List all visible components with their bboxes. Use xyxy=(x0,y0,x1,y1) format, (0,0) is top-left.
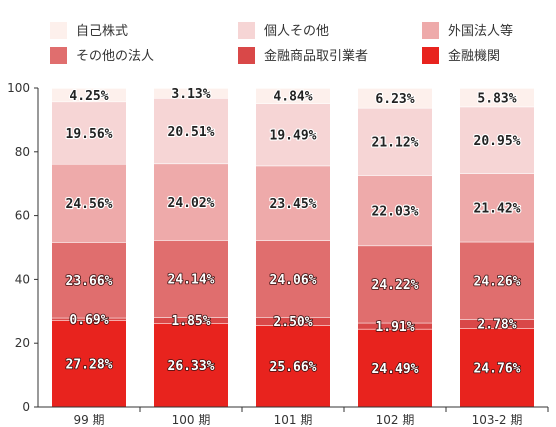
bar-segment xyxy=(460,88,534,107)
bar-segment xyxy=(358,107,432,176)
bar-segment xyxy=(256,240,330,318)
data-label: 0.69% xyxy=(69,313,108,328)
bar-segment xyxy=(460,241,534,320)
data-label: 6.23% xyxy=(375,92,414,107)
data-label: 3.13% xyxy=(171,87,210,102)
data-label: 1.85% xyxy=(171,314,210,329)
bar-segment xyxy=(358,245,432,323)
x-tick-label: 100 期 xyxy=(172,413,211,427)
data-label: 24.22% xyxy=(372,278,419,293)
bars-area xyxy=(52,87,534,407)
x-tick-label: 101 期 xyxy=(274,413,313,427)
x-tick-label: 102 期 xyxy=(376,413,415,427)
data-label: 24.26% xyxy=(474,274,521,289)
legend-label: その他の法人 xyxy=(76,49,154,64)
data-label: 21.12% xyxy=(372,136,419,151)
x-tick-label: 103-2 期 xyxy=(472,413,523,427)
data-label: 20.51% xyxy=(168,125,215,140)
bar-segment xyxy=(460,328,534,407)
bar-segment xyxy=(358,88,432,108)
bar-segment xyxy=(256,165,330,241)
bar-segment xyxy=(52,319,126,407)
data-label: 24.56% xyxy=(66,197,113,212)
data-label: 19.49% xyxy=(270,129,317,144)
bar-segment xyxy=(154,98,228,164)
data-label: 5.83% xyxy=(477,91,516,106)
legend-swatch xyxy=(50,22,67,39)
bar-segment xyxy=(154,240,228,318)
data-label: 24.06% xyxy=(270,273,317,288)
y-tick-label: 60 xyxy=(15,209,30,223)
data-label: 27.28% xyxy=(66,357,113,372)
data-label: 19.56% xyxy=(66,127,113,142)
y-tick-label: 0 xyxy=(22,400,30,414)
data-labels: 27.28% 0.69% 23.66% 24.56% 19.56% 4.25% 26.33%… xyxy=(64,86,521,378)
legend-label: 金融商品取引業者 xyxy=(264,48,368,64)
bar-segment xyxy=(460,319,534,329)
bar-segment xyxy=(52,101,126,164)
y-tick-label: 40 xyxy=(15,272,30,286)
data-label: 24.02% xyxy=(168,196,215,211)
x-tick-label: 99 期 xyxy=(73,413,104,427)
bar-segment xyxy=(52,163,126,243)
legend-label: 外国法人等 xyxy=(448,23,513,39)
bar-segment xyxy=(154,317,228,324)
data-label: 24.49% xyxy=(372,362,419,377)
legend-label: 個人その他 xyxy=(264,24,329,39)
y-tick-label: 80 xyxy=(15,145,30,159)
data-label: 4.25% xyxy=(69,89,108,104)
data-label: 4.84% xyxy=(273,90,312,105)
bar-segment xyxy=(154,323,228,407)
bar-segment xyxy=(358,328,432,407)
bar-segment xyxy=(52,88,126,102)
data-label: 25.66% xyxy=(270,360,317,375)
bar-segment xyxy=(358,322,432,329)
legend-swatch xyxy=(238,22,255,39)
data-label: 26.33% xyxy=(168,359,215,374)
data-label: 20.95% xyxy=(474,134,521,149)
legend-swatch xyxy=(422,47,439,64)
data-label: 1.91% xyxy=(375,320,414,335)
bar-segment xyxy=(460,173,534,242)
bar-segment xyxy=(256,88,330,104)
bar-segment xyxy=(52,242,126,318)
bar-segment xyxy=(154,88,228,99)
axes: 0 20 40 60 80 100 99 期 100 期 101 期 102 期 103-2 期 xyxy=(7,81,549,427)
data-label: 2.50% xyxy=(273,315,312,330)
legend-swatch xyxy=(50,47,67,64)
data-label: 21.42% xyxy=(474,202,521,217)
legend-label: 自己株式 xyxy=(76,24,128,39)
data-label: 23.45% xyxy=(270,197,317,212)
bar-segment xyxy=(358,175,432,246)
bar-segment xyxy=(256,325,330,407)
y-tick-label: 100 xyxy=(7,81,30,95)
data-label: 22.03% xyxy=(372,204,419,219)
legend-swatch xyxy=(422,22,439,39)
bar-segment xyxy=(52,317,126,320)
data-label: 24.76% xyxy=(474,362,521,377)
data-label: 2.78% xyxy=(477,318,516,333)
bar-segment xyxy=(154,163,228,241)
y-tick-label: 20 xyxy=(15,336,30,350)
legend-swatch xyxy=(238,47,255,64)
bar-segment xyxy=(256,317,330,326)
bar-segment xyxy=(256,103,330,166)
legend-label: 金融機関 xyxy=(448,48,500,64)
data-label: 23.66% xyxy=(66,274,113,289)
bar-segment xyxy=(460,106,534,174)
data-label: 24.14% xyxy=(168,273,215,288)
